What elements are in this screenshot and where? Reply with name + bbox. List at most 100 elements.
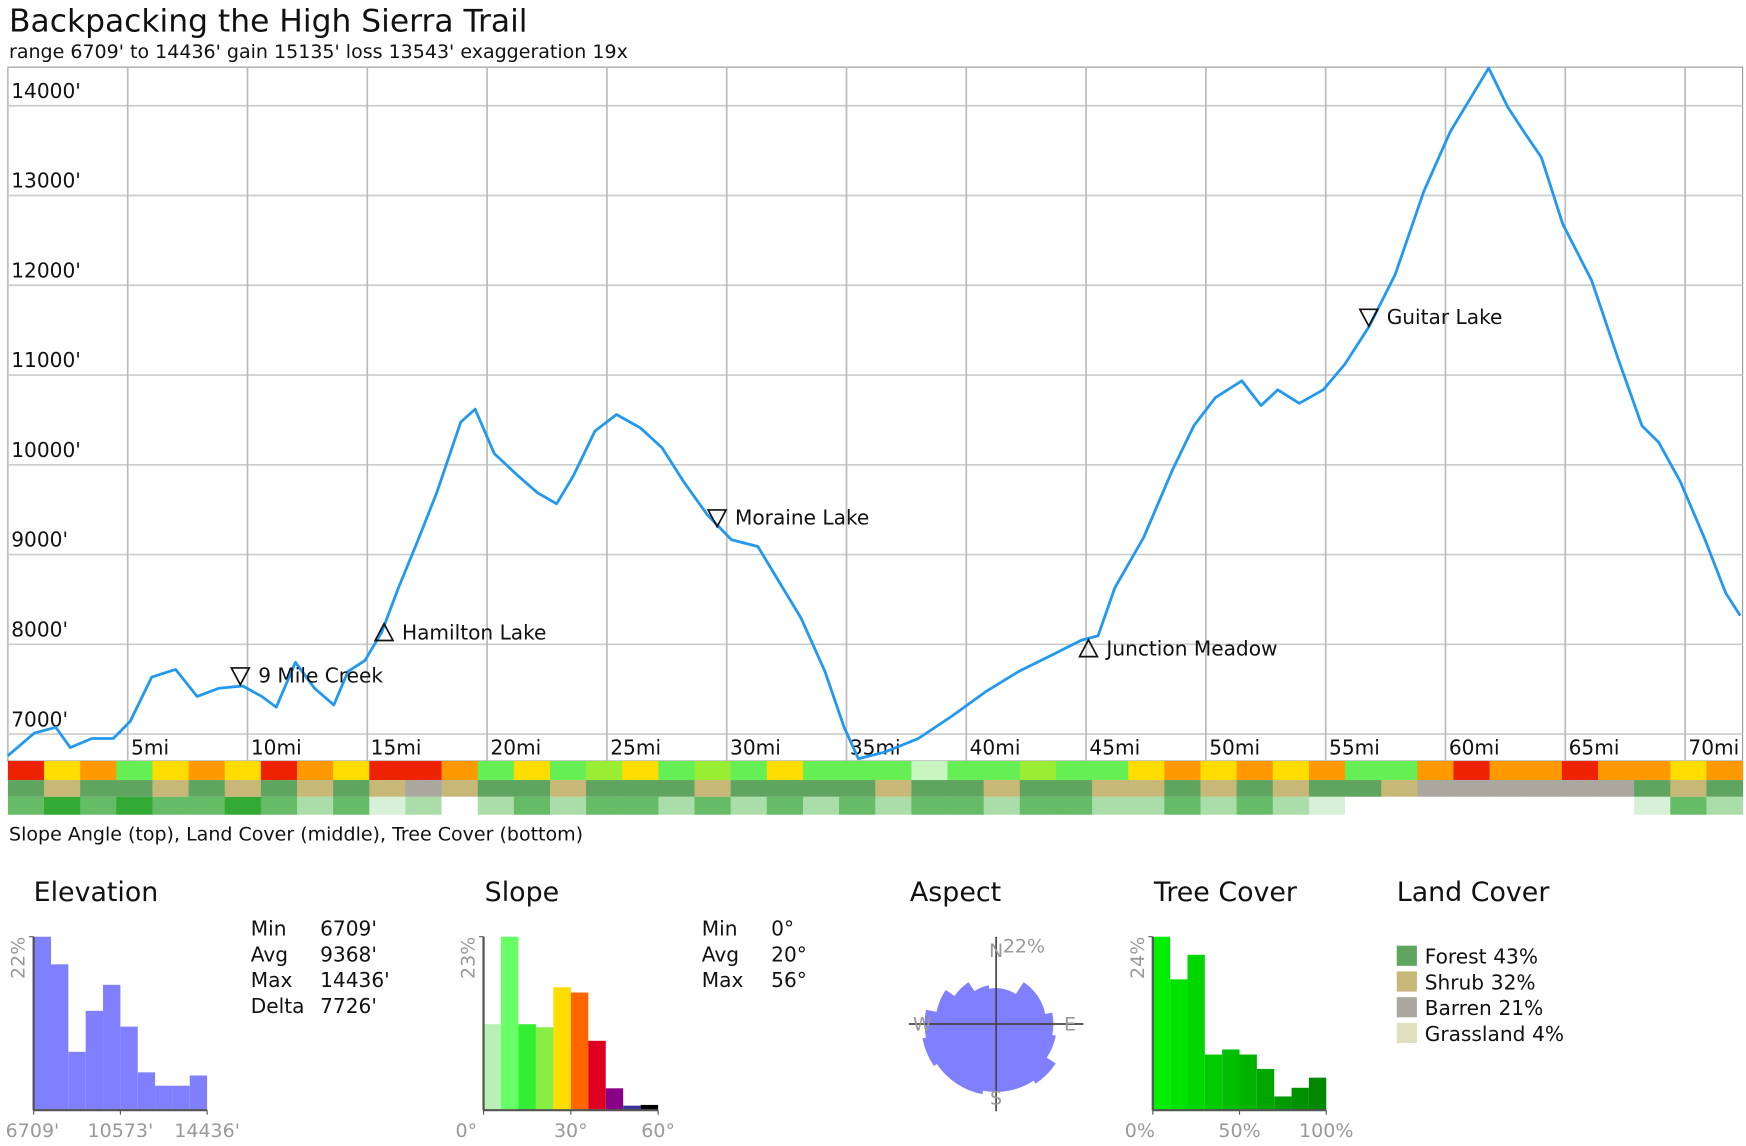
legend-swatch <box>1396 1022 1417 1044</box>
strip-cell <box>1706 796 1744 815</box>
strip-cell <box>586 761 623 781</box>
panel-title: Tree Cover <box>1153 877 1298 908</box>
strip-cell <box>1670 796 1707 815</box>
strip-cell <box>1200 761 1238 781</box>
strip-cell <box>116 761 154 781</box>
strip-cell <box>513 780 551 797</box>
strip-cell <box>766 796 804 815</box>
histogram-bar <box>103 984 121 1111</box>
strip-cell <box>802 761 840 781</box>
strip-cell <box>1381 761 1418 781</box>
strip-cell <box>1272 780 1310 797</box>
strip-cell <box>513 761 551 781</box>
legend-label: Grassland 4% <box>1425 1022 1564 1046</box>
stat-value: 14436' <box>320 968 390 992</box>
strip-cell <box>947 780 985 797</box>
histogram-bar <box>1204 1054 1223 1111</box>
strip-cell <box>80 761 117 781</box>
waypoint-label: Guitar Lake <box>1387 305 1503 329</box>
strip-cell <box>1525 761 1563 781</box>
legend-swatch <box>1396 997 1417 1018</box>
strip-cell <box>658 780 696 797</box>
strip-cell <box>1345 780 1382 797</box>
strip-cell <box>297 796 334 815</box>
strip-cell <box>1598 796 1635 815</box>
strip-cell <box>1092 780 1129 797</box>
strip-cell <box>586 780 623 797</box>
strip-cell <box>1453 761 1491 781</box>
category: Barren <box>1425 996 1492 1020</box>
strip-cell <box>730 761 768 781</box>
strip-cell <box>1417 796 1455 815</box>
strip-cell <box>1345 761 1382 781</box>
x-tick-label: 55mi <box>1329 735 1380 759</box>
strip-cell <box>116 796 154 815</box>
strip-cell <box>369 761 406 781</box>
strip-cell <box>441 780 479 797</box>
strip-cell <box>260 761 298 781</box>
value-label: 43% <box>1493 945 1538 969</box>
strip-cell <box>730 780 768 797</box>
strip-cell <box>1670 780 1707 797</box>
strip-cell <box>260 780 298 797</box>
histogram-bar <box>553 987 571 1111</box>
legend-label: Barren 21% <box>1425 996 1543 1020</box>
strip-cell <box>1128 761 1165 781</box>
strip-cell <box>911 796 949 815</box>
strip-cell <box>44 780 81 797</box>
strip-cell <box>7 780 45 797</box>
strip-cell <box>1417 780 1455 797</box>
strip-cell <box>1561 796 1599 815</box>
histogram-bar <box>623 1105 641 1111</box>
y-tick-label: 23% <box>458 937 480 979</box>
r-tick-label: 22% <box>1003 935 1045 957</box>
strip-cell <box>1345 796 1382 815</box>
histogram-bar <box>155 1085 173 1111</box>
chart-subtitle: range 6709' to 14436' gain 15135' loss 1… <box>9 41 628 63</box>
strip-cell <box>911 761 949 781</box>
strip-cell <box>152 796 190 815</box>
y-tick-label: 8000' <box>11 617 68 641</box>
strip-cell <box>405 761 443 781</box>
strip-cell <box>1381 796 1418 815</box>
x-tick-label: 5mi <box>131 735 169 759</box>
strip-cell <box>622 796 659 815</box>
strip-cell <box>441 796 479 815</box>
strip-cell <box>1200 780 1238 797</box>
histogram-bar <box>1291 1087 1309 1111</box>
value-label: 21% <box>1498 996 1543 1020</box>
strip-cell <box>1019 761 1057 781</box>
strip-cell <box>1525 780 1563 797</box>
strip-cell <box>766 780 804 797</box>
strip-cell <box>1164 796 1202 815</box>
strip-cell <box>1019 780 1057 797</box>
strip-cell <box>1381 780 1418 797</box>
aspect-sector <box>922 1023 997 1066</box>
strip-cell <box>802 796 840 815</box>
strip-cell <box>1019 796 1057 815</box>
strip-cell <box>839 761 876 781</box>
legend-swatch <box>1396 945 1417 966</box>
waypoint-label: Junction Meadow <box>1104 637 1277 661</box>
stat-label: Max <box>702 968 744 992</box>
x-tick-label: 60mi <box>1449 735 1500 759</box>
strip-cell <box>405 780 443 797</box>
strip-cell <box>1272 796 1310 815</box>
histogram-bar <box>50 964 69 1111</box>
strip-cell <box>297 780 334 797</box>
strip-cell <box>622 780 659 797</box>
strip-cell <box>1128 796 1165 815</box>
strip-cell <box>549 761 587 781</box>
x-tick-label: 30mi <box>730 735 781 759</box>
strip-cell <box>333 780 370 797</box>
strip-cell <box>1236 796 1274 815</box>
stat-value: 0° <box>771 917 794 941</box>
x-tick-label: 30° <box>554 1120 588 1142</box>
stat-label: Avg <box>702 942 739 966</box>
strip-cell <box>839 796 876 815</box>
legend-label: Shrub 32% <box>1425 970 1536 994</box>
strip-cell <box>477 796 515 815</box>
strip-cell <box>1308 796 1346 815</box>
strip-cell <box>1200 796 1238 815</box>
value-label: 32% <box>1491 970 1536 994</box>
